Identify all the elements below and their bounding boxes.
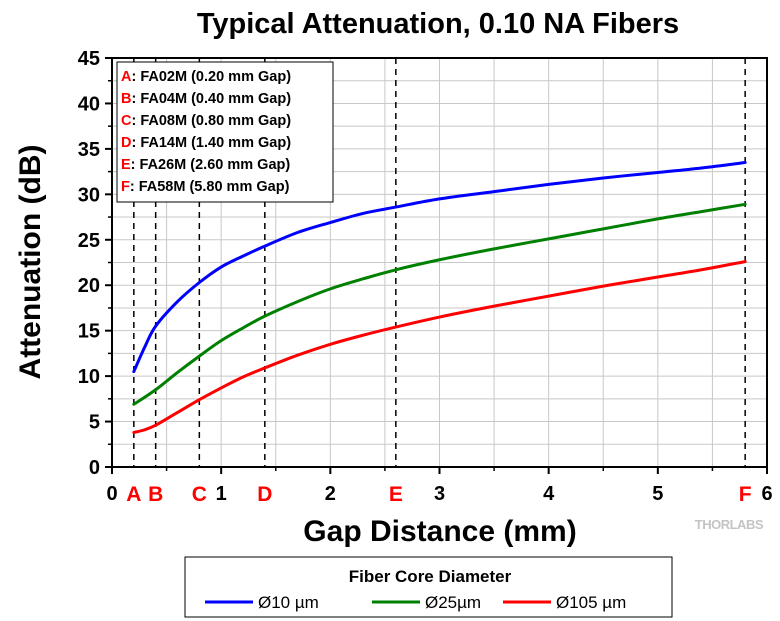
x-tick-label: 3 (434, 483, 445, 505)
gap-legend-row: F: FA58M (5.80 mm Gap) (121, 179, 290, 195)
series-legend-title: Fiber Core Diameter (349, 567, 512, 586)
gap-letter-d: D (257, 483, 272, 506)
gap-letter-b: B (148, 483, 163, 506)
y-tick-label: 30 (78, 184, 100, 206)
series-legend-box (184, 556, 673, 618)
x-tick-label: 4 (543, 483, 555, 505)
x-tick-label: 0 (106, 483, 117, 505)
gap-letter-e: E (389, 483, 403, 506)
gap-legend: A: FA02M (0.20 mm Gap) B: FA04M (0.40 mm … (116, 61, 334, 203)
series-legend-label-1: Ø10 µm (258, 593, 319, 612)
gap-letter-f: F (739, 483, 752, 506)
x-tick-label: 2 (325, 483, 336, 505)
x-tick-label: 6 (761, 483, 772, 505)
series-line-1 (132, 161, 747, 374)
y-tick-label: 5 (89, 412, 100, 434)
x-axis-title: Gap Distance (mm) (303, 515, 576, 548)
x-tick-label: 1 (216, 483, 227, 505)
y-tick-label: 0 (89, 457, 100, 479)
grid-layer (112, 58, 767, 467)
y-tick-label: 35 (78, 139, 100, 161)
y-tick-label: 20 (78, 275, 100, 297)
series-legend: Fiber Core Diameter Ø10 µm Ø25µm Ø105 µm (184, 556, 673, 618)
series-line-2 (132, 202, 747, 406)
gap-letter-c: C (192, 483, 207, 506)
x-tick-label: 5 (652, 483, 663, 505)
y-tick-label: 15 (78, 321, 100, 343)
x-tick-labels: 0 1 2 3 4 5 6 (106, 483, 772, 505)
y-tick-labels: 0 5 10 15 20 25 30 35 40 45 (78, 48, 100, 479)
gap-legend-box (116, 61, 334, 203)
gap-letter-a: A (126, 483, 141, 506)
y-axis-title: Attenuation (dB) (14, 145, 47, 380)
y-tick-label: 25 (78, 230, 100, 252)
y-tick-label: 40 (78, 93, 100, 115)
gap-legend-row: D: FA14M (1.40 mm Gap) (121, 135, 291, 151)
series-lines (132, 161, 747, 434)
gap-legend-row: A: FA02M (0.20 mm Gap) (121, 69, 291, 85)
gap-legend-row: E: FA26M (2.60 mm Gap) (121, 157, 290, 173)
series-legend-label-3: Ø105 µm (556, 593, 626, 612)
axis-ticks (105, 57, 768, 474)
y-tick-label: 45 (78, 48, 100, 70)
series-line-3 (132, 260, 747, 434)
gap-legend-row: B: FA04M (0.40 mm Gap) (121, 91, 291, 107)
series-legend-label-2: Ø25µm (425, 593, 481, 612)
y-tick-label: 10 (78, 366, 100, 388)
thorlabs-logo: THORLABS (695, 517, 764, 532)
chart-title: Typical Attenuation, 0.10 NA Fibers (197, 8, 679, 40)
gap-legend-row: C: FA08M (0.80 mm Gap) (121, 113, 291, 129)
